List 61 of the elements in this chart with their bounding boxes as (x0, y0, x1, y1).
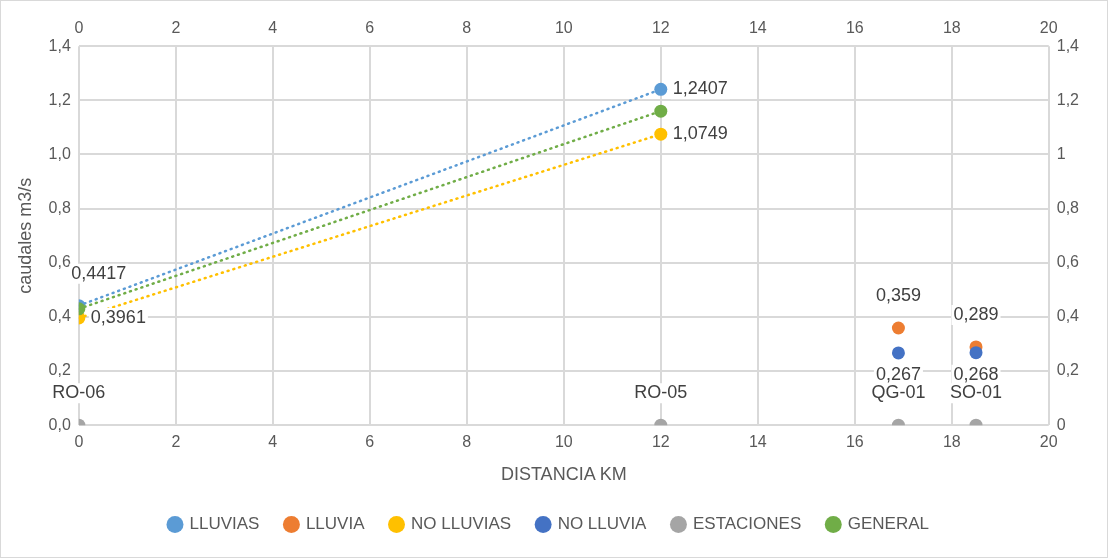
x2-tick-label: 16 (845, 19, 864, 37)
x2-tick-label: 20 (1039, 19, 1058, 37)
y-tick-label: 0,6 (48, 253, 71, 271)
y-tick-label: 0,2 (48, 361, 71, 379)
point (891, 321, 905, 335)
data-label: 0,3961 (90, 306, 146, 327)
point (969, 346, 983, 360)
data-label: 0,267 (875, 363, 921, 384)
x2-tick-label: 14 (748, 19, 767, 37)
x2-tick-label: 10 (554, 19, 573, 37)
y-tick-label: 1,2 (48, 90, 71, 108)
data-label: RO-05 (634, 382, 688, 403)
x-tick-label: 8 (462, 433, 472, 451)
y2-tick-label: 0,6 (1056, 253, 1080, 271)
y2-tick-label: 0,4 (1056, 307, 1080, 325)
x-tick-label: 2 (171, 433, 181, 451)
legend-label: ESTACIONES (692, 514, 802, 534)
x-tick-label: 4 (268, 433, 278, 451)
data-label: 0,268 (953, 363, 999, 384)
legend-label: LLUVIA (305, 514, 366, 534)
x2-tick-label: 2 (171, 19, 181, 37)
x-axis-title: DISTANCIA KM (500, 464, 627, 485)
data-label: QG-01 (871, 382, 926, 403)
y2-tick-label: 1,2 (1056, 90, 1080, 108)
y-axis-title: caudales m3/s (14, 177, 35, 294)
y-tick-label: 0,0 (48, 415, 71, 433)
y-tick-label: 0,4 (48, 307, 71, 325)
data-label: 0,4417 (71, 262, 127, 283)
y2-tick-label: 0,8 (1056, 199, 1080, 217)
x-tick-label: 20 (1039, 433, 1058, 451)
legend-label: LLUVIAS (189, 514, 260, 534)
data-label: SO-01 (950, 382, 1003, 403)
x2-tick-label: 0 (74, 19, 84, 37)
y-tick-label: 1,4 (48, 36, 71, 54)
x-tick-label: 0 (74, 433, 84, 451)
y2-tick-label: 1,4 (1056, 36, 1080, 54)
y2-tick-label: 0 (1056, 415, 1066, 433)
x-tick-label: 12 (651, 433, 670, 451)
data-label: 0,359 (875, 284, 921, 305)
y2-tick-label: 1 (1056, 144, 1066, 162)
data-label: 0,289 (953, 303, 999, 324)
y-tick-label: 0,8 (48, 199, 71, 217)
x-tick-label: 14 (748, 433, 767, 451)
point (891, 346, 905, 360)
data-label: RO-06 (52, 382, 106, 403)
y-tick-label: 1,0 (48, 144, 71, 162)
x-tick-label: 18 (942, 433, 961, 451)
legend-label: NO LLUVIA (557, 514, 648, 534)
x-tick-label: 16 (845, 433, 864, 451)
x-tick-label: 6 (365, 433, 375, 451)
data-label: 1,2407 (672, 78, 728, 99)
y2-tick-label: 0,2 (1056, 361, 1080, 379)
x2-tick-label: 4 (268, 19, 278, 37)
data-label: 1,0749 (672, 123, 728, 144)
x2-tick-label: 12 (651, 19, 670, 37)
x-tick-label: 10 (554, 433, 573, 451)
x2-tick-label: 6 (365, 19, 375, 37)
legend-label: NO LLUVIAS (410, 514, 512, 534)
legend-label: GENERAL (847, 514, 930, 534)
x2-tick-label: 8 (462, 19, 472, 37)
x2-tick-label: 18 (942, 19, 961, 37)
